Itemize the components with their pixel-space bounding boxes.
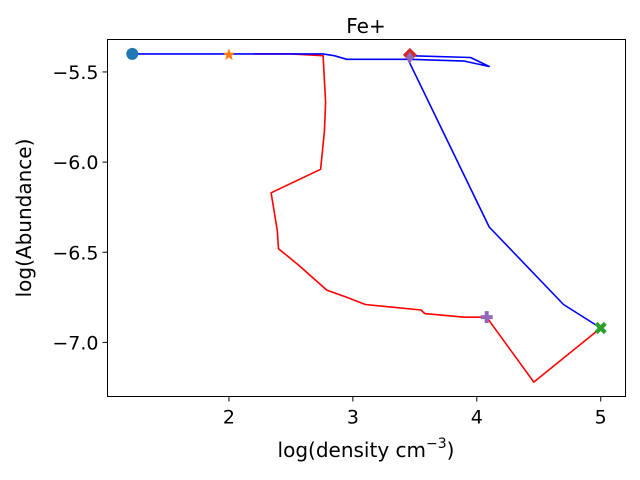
y-axis: −5.5 −6.0 −6.5 −7.0 [52, 62, 108, 354]
x-tick-label: 5 [595, 407, 607, 429]
series-line-1 [253, 53, 602, 383]
marker-plus-5 [480, 311, 493, 324]
x-tick-label: 2 [223, 407, 235, 429]
markers [126, 47, 607, 335]
x-tick-label: 3 [347, 407, 359, 429]
y-axis-label: log(Abundance) [12, 139, 36, 298]
series-lines [132, 53, 602, 383]
marker-thin-diamond-4 [405, 51, 414, 64]
x-axis-label-main: log(density cm [278, 438, 426, 462]
marker-circle-1 [126, 47, 139, 60]
x-axis-label: log(density cm−3) [278, 436, 455, 462]
marker-x-6-shape [594, 321, 607, 335]
marker-x-6 [594, 321, 607, 335]
chart-title: Fe+ [346, 14, 385, 38]
series-line-2 [132, 53, 602, 329]
x-axis-label-tail: ) [447, 438, 455, 462]
y-tick-label: −6.0 [52, 152, 98, 174]
y-tick-label: −6.5 [52, 242, 98, 264]
marker-star-2 [222, 48, 236, 61]
plot-frame [107, 39, 626, 397]
x-axis: 2 3 4 5 [223, 396, 607, 429]
y-tick-label: −7.0 [52, 332, 98, 354]
x-axis-label-superscript: −3 [426, 436, 447, 452]
x-tick-label: 4 [471, 407, 483, 429]
y-tick-label: −5.5 [52, 62, 98, 84]
